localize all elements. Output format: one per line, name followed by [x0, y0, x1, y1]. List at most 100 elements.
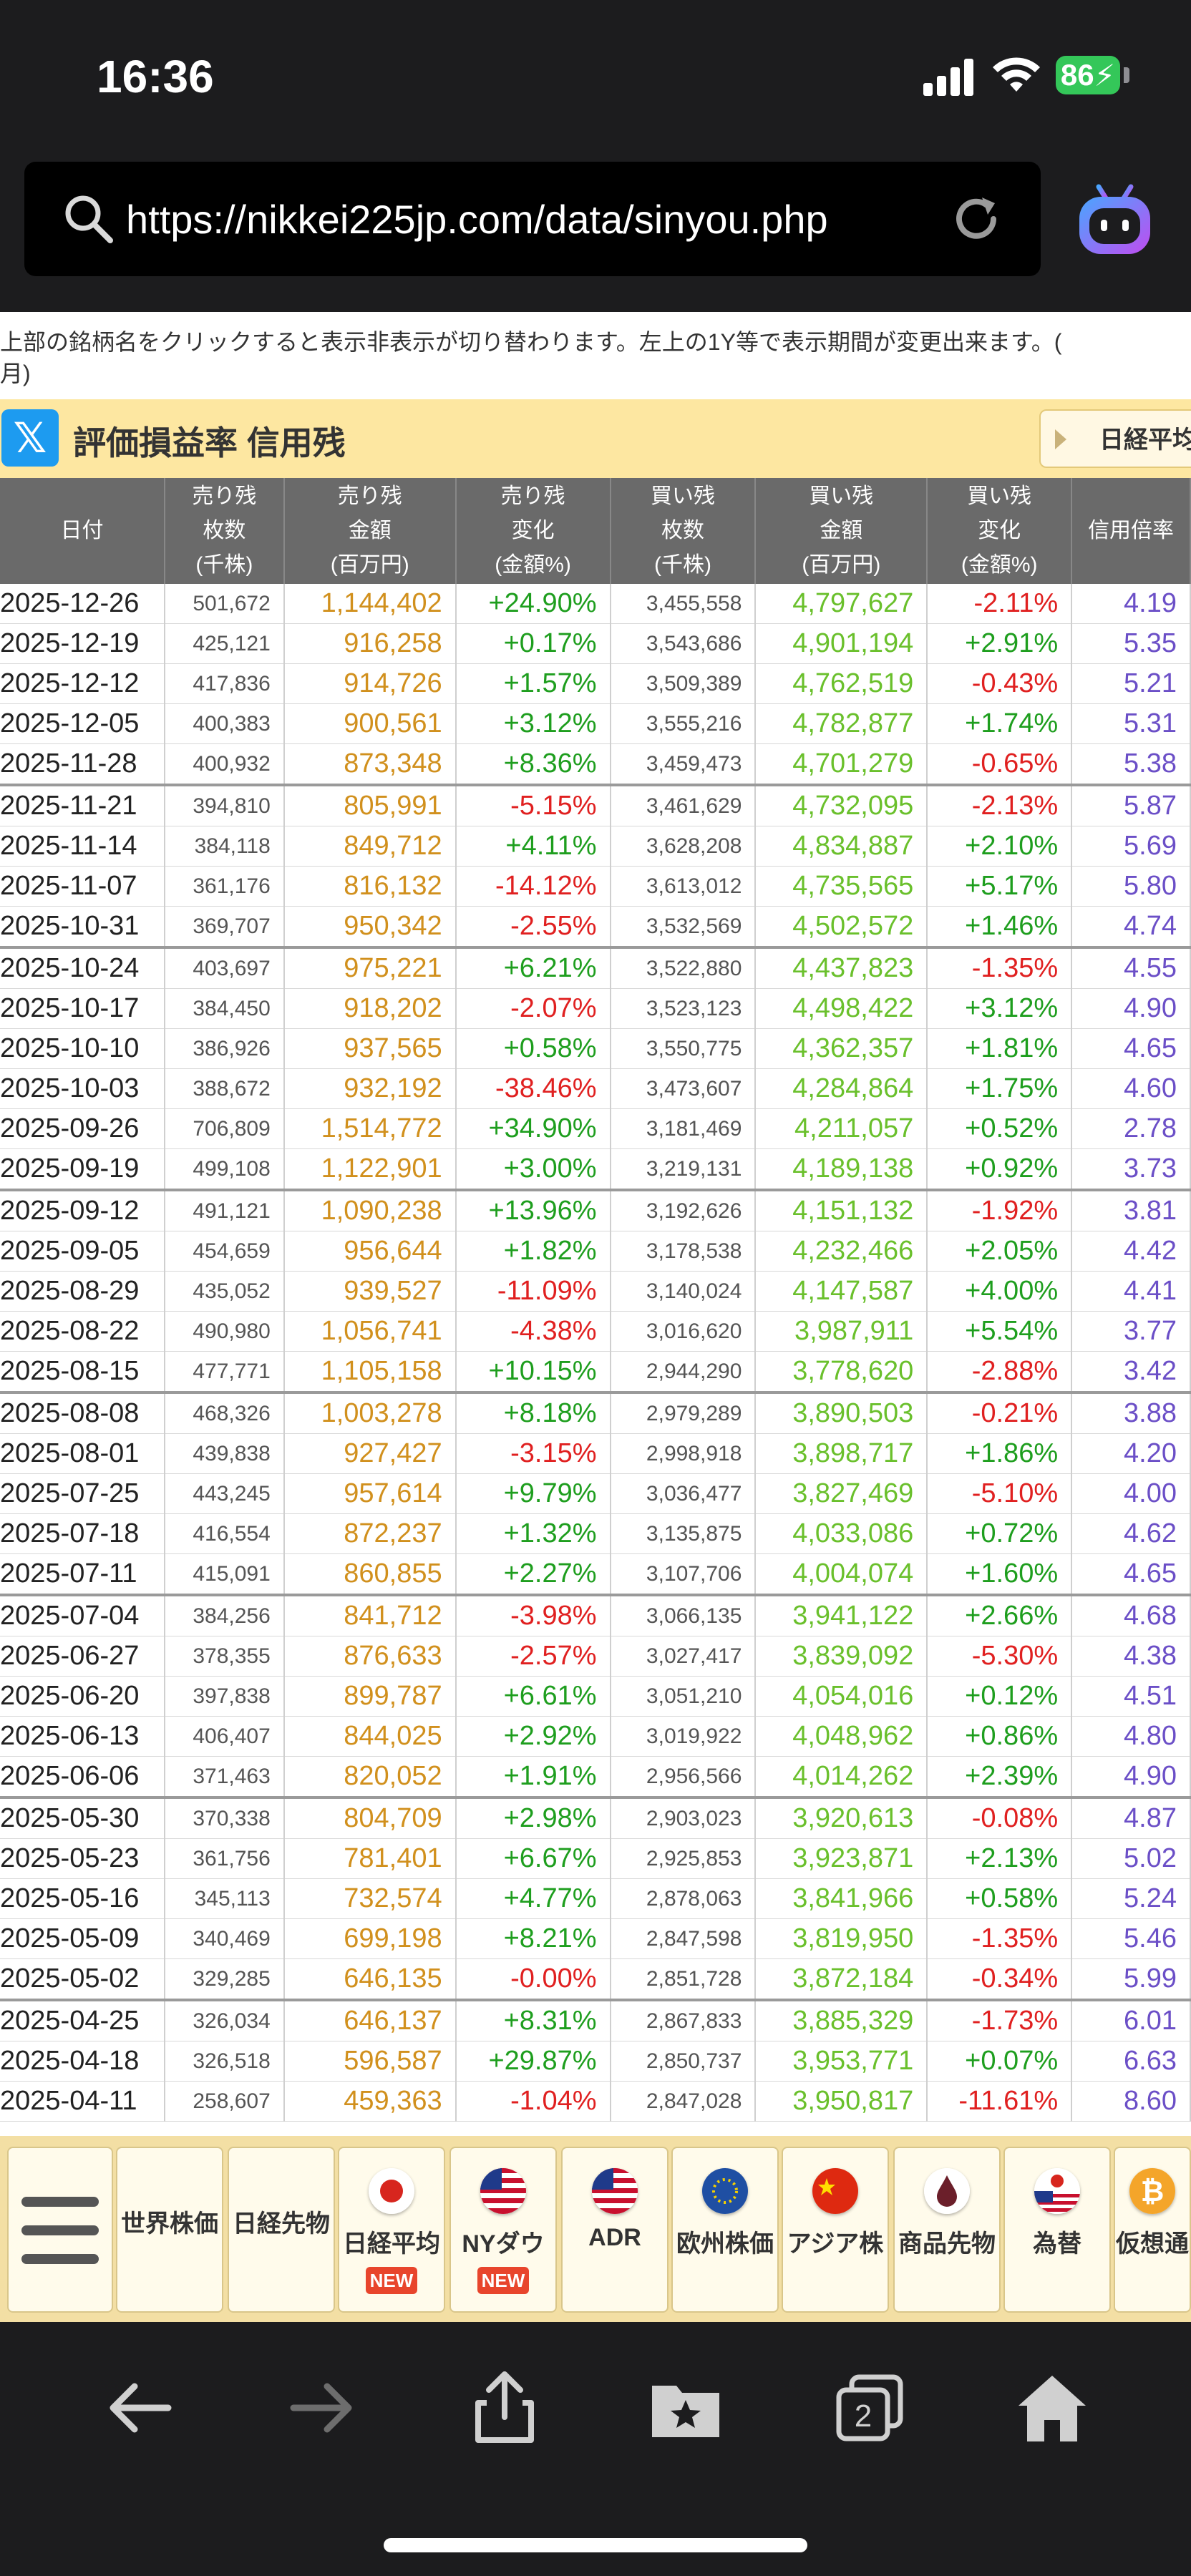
- nav-button[interactable]: ADR: [561, 2147, 669, 2313]
- table-row: 2025-10-31 369,707 950,342 -2.55% 3,532,569 4…: [0, 906, 1191, 949]
- table-row: 2025-05-02 329,285 646,135 -0.00% 2,851,728 3…: [0, 1958, 1191, 2001]
- table-row: 2025-04-25 326,034 646,137 +8.31% 2,867,833 3…: [0, 2000, 1191, 2041]
- menu-icon[interactable]: [7, 2147, 113, 2313]
- short-shares-cell: 443,245: [164, 1473, 285, 1514]
- long-amount-cell: 3,953,771: [755, 2041, 928, 2082]
- long-change-cell: -2.88%: [927, 1351, 1073, 1394]
- column-header-line: 変化: [511, 519, 555, 542]
- margin-ratio-cell: 5.24: [1071, 1878, 1191, 1919]
- short-change-cell: +29.87%: [455, 2041, 611, 2082]
- date-cell: 2025-06-13: [0, 1716, 165, 1757]
- date-cell: 2025-05-23: [0, 1838, 165, 1879]
- short-amount-cell: 1,514,772: [283, 1108, 457, 1149]
- long-shares-cell: 3,019,922: [610, 1716, 757, 1757]
- short-amount-cell: 918,202: [283, 988, 457, 1029]
- nav-button[interactable]: アジア株: [782, 2147, 889, 2313]
- nav-button[interactable]: 欧州株価: [671, 2147, 779, 2313]
- column-header-line: 買い残: [650, 484, 715, 508]
- short-change-cell: -5.15%: [455, 785, 611, 826]
- column-header-line: (金額%): [961, 553, 1038, 577]
- long-amount-cell: 3,923,871: [755, 1838, 928, 1879]
- bookmarks-icon[interactable]: [646, 2368, 725, 2447]
- margin-ratio-cell: 5.21: [1071, 663, 1191, 704]
- long-change-cell: -0.43%: [927, 663, 1073, 704]
- battery-indicator: 86 ⚡: [1056, 56, 1120, 94]
- long-amount-cell: 3,920,613: [755, 1797, 928, 1839]
- long-change-cell: -1.73%: [927, 2000, 1073, 2041]
- long-shares-cell: 3,522,880: [610, 947, 757, 989]
- short-change-cell: -2.55%: [455, 906, 611, 949]
- short-amount-cell: 805,991: [283, 785, 457, 826]
- search-icon: [65, 195, 113, 243]
- long-amount-cell: 4,502,572: [755, 906, 928, 949]
- column-header[interactable]: 買い残 枚数 (千株): [610, 478, 757, 584]
- column-header-line: 売り残: [192, 484, 257, 508]
- short-amount-cell: 1,144,402: [283, 584, 457, 624]
- nav-button[interactable]: 日経先物: [228, 2147, 335, 2313]
- column-header[interactable]: 売り残 金額 (百万円): [283, 478, 457, 584]
- share-icon[interactable]: [465, 2368, 544, 2447]
- long-shares-cell: 3,036,477: [610, 1473, 757, 1514]
- eu-flag-icon: [702, 2168, 748, 2214]
- column-header[interactable]: 売り残 変化 (金額%): [455, 478, 611, 584]
- margin-ratio-cell: 4.42: [1071, 1231, 1191, 1272]
- address-bar[interactable]: https://nikkei225jp.com/data/sinyou.php: [24, 162, 1041, 276]
- column-header[interactable]: 日付: [0, 478, 165, 584]
- short-amount-cell: 596,587: [283, 2041, 457, 2082]
- nikkei-average-tab[interactable]: 日経平均: [1039, 409, 1191, 468]
- short-change-cell: -38.46%: [455, 1068, 611, 1109]
- margin-ratio-cell: 3.81: [1071, 1190, 1191, 1231]
- long-change-cell: -2.13%: [927, 785, 1073, 826]
- assistant-bot-icon[interactable]: [1074, 182, 1156, 258]
- long-amount-cell: 4,054,016: [755, 1676, 928, 1717]
- date-cell: 2025-11-28: [0, 743, 165, 786]
- short-amount-cell: 1,122,901: [283, 1148, 457, 1191]
- short-shares-cell: 326,034: [164, 2000, 285, 2041]
- short-shares-cell: 370,338: [164, 1797, 285, 1839]
- margin-ratio-cell: 4.41: [1071, 1271, 1191, 1312]
- date-cell: 2025-12-19: [0, 623, 165, 664]
- forward-arrow-icon[interactable]: [283, 2368, 361, 2447]
- table-row: 2025-08-29 435,052 939,527 -11.09% 3,140,024…: [0, 1271, 1191, 1312]
- column-header-line: 金額: [348, 519, 392, 542]
- short-shares-cell: 378,355: [164, 1636, 285, 1677]
- nav-button[interactable]: 日経平均 NEW: [338, 2147, 445, 2313]
- short-shares-cell: 416,554: [164, 1513, 285, 1554]
- back-arrow-icon[interactable]: [100, 2368, 179, 2447]
- table-row: 2025-05-23 361,756 781,401 +6.67% 2,925,853 3…: [0, 1838, 1191, 1879]
- long-shares-cell: 3,628,208: [610, 826, 757, 867]
- long-change-cell: +5.17%: [927, 866, 1073, 907]
- nav-button[interactable]: ₿ 仮想通: [1114, 2147, 1191, 2313]
- nav-button[interactable]: 世界株価: [116, 2147, 223, 2313]
- nav-button[interactable]: 為替: [1003, 2147, 1111, 2313]
- date-cell: 2025-05-16: [0, 1878, 165, 1919]
- url-text[interactable]: https://nikkei225jp.com/data/sinyou.php: [126, 197, 828, 242]
- home-icon[interactable]: [1013, 2368, 1092, 2447]
- nav-button[interactable]: NYダウ NEW: [449, 2147, 557, 2313]
- table-row: 2025-06-06 371,463 820,052 +1.91% 2,956,566 4…: [0, 1756, 1191, 1799]
- x-share-icon[interactable]: 𝕏: [1, 409, 59, 467]
- column-header[interactable]: 買い残 変化 (金額%): [927, 478, 1073, 584]
- long-amount-cell: 4,033,086: [755, 1513, 928, 1554]
- short-change-cell: -0.00%: [455, 1958, 611, 2001]
- margin-ratio-cell: 4.65: [1071, 1553, 1191, 1596]
- column-header[interactable]: 信用倍率: [1071, 478, 1191, 584]
- short-change-cell: -2.07%: [455, 988, 611, 1029]
- nav-button[interactable]: 商品先物: [893, 2147, 1001, 2313]
- long-shares-cell: 3,016,620: [610, 1311, 757, 1352]
- reload-icon[interactable]: [948, 190, 1005, 248]
- margin-ratio-cell: 5.46: [1071, 1918, 1191, 1959]
- column-header[interactable]: 買い残 金額 (百万円): [755, 478, 928, 584]
- table-body: 2025-12-26 501,672 1,144,402 +24.90% 3,455,5…: [0, 584, 1191, 2122]
- short-amount-cell: 781,401: [283, 1838, 457, 1879]
- tabs-icon[interactable]: 2: [830, 2368, 909, 2447]
- column-header-line: 売り残: [500, 484, 565, 508]
- column-header[interactable]: 売り残 枚数 (千株): [164, 478, 285, 584]
- margin-ratio-cell: 5.99: [1071, 1958, 1191, 2001]
- browser-toolbar: [0, 2322, 1191, 2576]
- long-shares-cell: 2,903,023: [610, 1797, 757, 1839]
- status-time: 16:36: [97, 51, 214, 102]
- us-flag-icon: [592, 2168, 638, 2214]
- date-cell: 2025-10-17: [0, 988, 165, 1029]
- short-shares-cell: 386,926: [164, 1028, 285, 1069]
